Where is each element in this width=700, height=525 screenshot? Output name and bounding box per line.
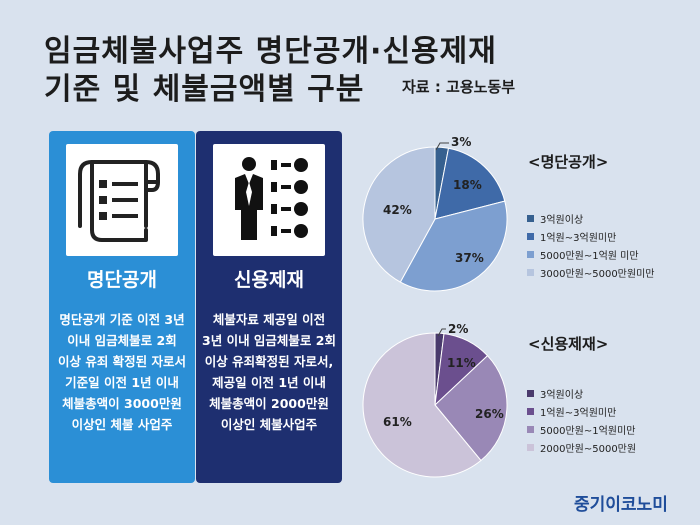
legend-swatch bbox=[527, 443, 534, 451]
pie2-title: <신용제재> bbox=[528, 335, 609, 353]
card-title: 신용제재 bbox=[234, 269, 304, 291]
pie-slice bbox=[434, 147, 506, 220]
pie2-label-3: 61% bbox=[383, 415, 412, 429]
pie-slice bbox=[434, 355, 508, 462]
document-list-icon bbox=[66, 144, 178, 256]
legend-item: 5000만원~1억원미만 bbox=[527, 420, 636, 438]
pie-chart-credit-sanction bbox=[362, 332, 508, 478]
legend-item: 1억원~3억원미만 bbox=[527, 402, 636, 420]
legend-label: 3억원이상 bbox=[540, 214, 584, 226]
card-title: 명단공개 bbox=[87, 269, 157, 291]
card-body: 명단공개 기준 이전 3년 이내 임금체불로 2회 이상 유죄 확정된 자로서 … bbox=[57, 312, 187, 432]
pie1-label-2: 37% bbox=[455, 251, 484, 265]
legend-swatch bbox=[527, 389, 534, 397]
pie1-label-0: 3% bbox=[451, 135, 472, 149]
legend-label: 5000만원~1억원미만 bbox=[540, 425, 636, 437]
card-disclosure: 명단공개 명단공개 기준 이전 3년 이내 임금체불로 2회 이상 유죄 확정된… bbox=[49, 131, 195, 483]
pie2-label-1: 11% bbox=[447, 356, 476, 370]
pie-slice bbox=[362, 332, 482, 478]
legend-item: 1억원~3억원미만 bbox=[527, 227, 654, 245]
legend-label: 1억원~3억원미만 bbox=[540, 232, 617, 244]
legend-item: 2000만원~5000만원 bbox=[527, 438, 636, 456]
legend-swatch bbox=[527, 407, 534, 415]
legend-item: 3000만원~5000만원미만 bbox=[527, 263, 654, 281]
card-credit-sanction: 신용제재 체불자료 제공일 이전 3년 이내 임금체불로 2회 이상 유죄확정된… bbox=[196, 131, 342, 483]
legend-label: 3000만원~5000만원미만 bbox=[540, 268, 655, 280]
legend-swatch bbox=[527, 250, 534, 258]
legend-swatch bbox=[527, 214, 534, 222]
legend-item: 3억원이상 bbox=[527, 384, 636, 402]
pie-slice bbox=[399, 200, 508, 292]
legend-swatch bbox=[527, 268, 534, 276]
page-title-line1: 임금체불사업주 명단공개·신용제재 bbox=[44, 34, 497, 69]
pie-slice bbox=[362, 146, 436, 283]
page-title-line2: 기준 및 체불금액별 구분 bbox=[44, 72, 365, 107]
legend-label: 1억원~3억원미만 bbox=[540, 407, 617, 419]
pie2-legend: 3억원이상 1억원~3억원미만 5000만원~1억원미만 2000만원~5000… bbox=[527, 384, 636, 456]
legend-item: 5000만원~1억원 미만 bbox=[527, 245, 654, 263]
legend-label: 3억원이상 bbox=[540, 389, 584, 401]
pie2-label-0: 2% bbox=[448, 322, 469, 336]
pie2-label-2: 26% bbox=[475, 407, 504, 421]
card-body: 체불자료 제공일 이전 3년 이내 임금체불로 2회 이상 유죄확정된 자로서,… bbox=[202, 312, 336, 432]
legend-swatch bbox=[527, 425, 534, 433]
pie-chart-disclosure bbox=[362, 146, 508, 292]
legend-item: 3억원이상 bbox=[527, 209, 654, 227]
legend-label: 5000만원~1억원 미만 bbox=[540, 250, 639, 262]
legend-swatch bbox=[527, 232, 534, 240]
brand-logo-text: 중기이코노미 bbox=[574, 495, 668, 515]
pie1-title: <명단공개> bbox=[528, 153, 609, 171]
pie1-label-3: 42% bbox=[383, 203, 412, 217]
pie1-legend: 3억원이상 1억원~3억원미만 5000만원~1억원 미만 3000만원~500… bbox=[527, 209, 654, 281]
legend-label: 2000만원~5000만원 bbox=[540, 443, 637, 455]
pie1-label-1: 18% bbox=[453, 178, 482, 192]
source-note: 자료 : 고용노동부 bbox=[402, 78, 516, 96]
person-checklist-icon bbox=[213, 144, 325, 256]
